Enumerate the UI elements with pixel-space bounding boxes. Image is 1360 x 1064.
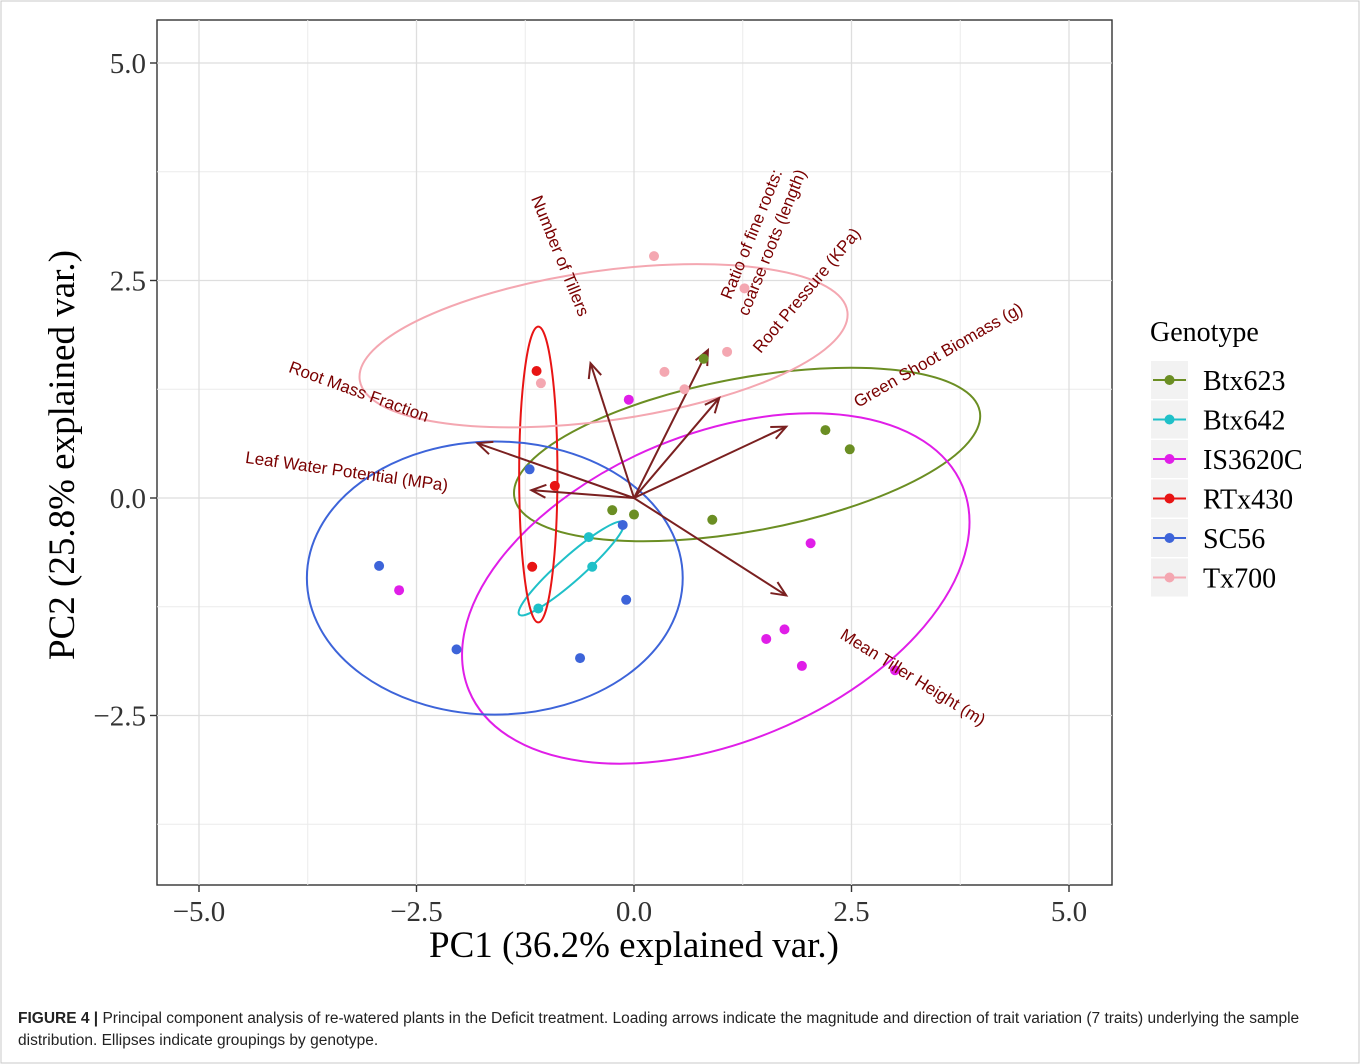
legend: Genotype Btx623 Btx642 IS3620C RTx430 SC56 Tx… — [1150, 317, 1303, 597]
x-tick-label: 0.0 — [616, 896, 652, 928]
point-btx642 — [583, 532, 594, 543]
loading-arrow — [633, 425, 789, 499]
legend-item-tx700: Tx700 — [1151, 558, 1276, 597]
point-btx642 — [533, 603, 544, 614]
sample-points — [374, 251, 900, 676]
legend-label: IS3620C — [1203, 445, 1303, 476]
caption-text: Principal component analysis of re-water… — [18, 1010, 1300, 1049]
y-tick-label: −2.5 — [93, 701, 146, 733]
point-tx700 — [679, 384, 690, 395]
y-tick-label: 0.0 — [110, 483, 146, 515]
point-is3620c — [796, 660, 807, 671]
point-sc56 — [374, 560, 385, 571]
point-is3620c — [394, 585, 405, 596]
x-tick-label: −2.5 — [390, 896, 443, 928]
genotype-ellipses — [305, 263, 982, 765]
x-axis-title: PC1 (36.2% explained var.) — [429, 925, 839, 966]
axes: −5.0 −2.5 0.0 2.5 5.0 −2.5 0.0 2.5 5.0 — [93, 48, 1087, 928]
x-tick-label: 2.5 — [833, 896, 869, 928]
point-is3620c — [623, 394, 634, 405]
ellipse-tx700 — [358, 263, 849, 429]
y-tick-label: 5.0 — [110, 48, 146, 80]
loading-arrow — [528, 483, 635, 499]
ellipse-btx623 — [513, 366, 982, 543]
loading-arrows — [475, 347, 789, 597]
point-btx642 — [587, 561, 598, 572]
legend-label: RTx430 — [1203, 485, 1293, 516]
point-btx623 — [707, 514, 718, 525]
point-rtx430 — [527, 561, 538, 572]
point-tx700 — [739, 283, 750, 294]
point-sc56 — [451, 644, 462, 655]
legend-label: Btx642 — [1203, 406, 1285, 437]
legend-item-sc56: SC56 — [1151, 519, 1265, 557]
legend-label: SC56 — [1203, 524, 1265, 555]
point-sc56 — [524, 464, 535, 475]
point-sc56 — [617, 519, 628, 530]
point-tx700 — [722, 346, 733, 357]
ellipse-is3620c — [461, 412, 971, 765]
point-btx623 — [698, 353, 709, 364]
legend-label: Btx623 — [1203, 366, 1285, 397]
legend-item-is3620c: IS3620C — [1151, 440, 1303, 478]
loading-arrow — [587, 360, 635, 499]
x-tick-label: 5.0 — [1051, 896, 1087, 928]
pca-biplot: Number of Tillers Ratio of fine roots:coa… — [42, 19, 1303, 966]
legend-title: Genotype — [1150, 317, 1259, 348]
x-tick-label: −5.0 — [173, 896, 226, 928]
caption-label: FIGURE 4 | — [18, 1010, 99, 1027]
point-sc56 — [575, 653, 586, 664]
point-is3620c — [805, 538, 816, 549]
point-tx700 — [659, 366, 670, 377]
point-btx623 — [607, 505, 618, 516]
figure-caption: FIGURE 4 | Principal component analysis … — [18, 1008, 1348, 1052]
legend-item-btx642: Btx642 — [1151, 400, 1285, 439]
point-btx623 — [844, 444, 855, 455]
loading-arrow — [475, 440, 635, 499]
y-tick-label: 2.5 — [110, 266, 146, 298]
loading-arrow — [633, 396, 721, 499]
point-is3620c — [890, 665, 900, 676]
point-tx700 — [535, 378, 546, 389]
point-btx623 — [629, 509, 639, 520]
point-is3620c — [761, 633, 772, 644]
point-btx623 — [820, 425, 831, 436]
loading-arrow — [633, 497, 789, 597]
point-tx700 — [649, 251, 660, 262]
point-rtx430 — [531, 365, 542, 376]
legend-item-btx623: Btx623 — [1151, 361, 1285, 399]
y-axis-title: PC2 (25.8% explained var.) — [42, 250, 83, 660]
point-rtx430 — [549, 480, 560, 491]
legend-item-rtx430: RTx430 — [1151, 479, 1293, 518]
grid-lines — [157, 20, 1112, 885]
ellipse-rtx430 — [518, 325, 559, 624]
point-is3620c — [779, 624, 790, 635]
legend-label: Tx700 — [1203, 564, 1276, 595]
ellipse-sc56 — [305, 440, 684, 716]
point-sc56 — [621, 594, 632, 605]
